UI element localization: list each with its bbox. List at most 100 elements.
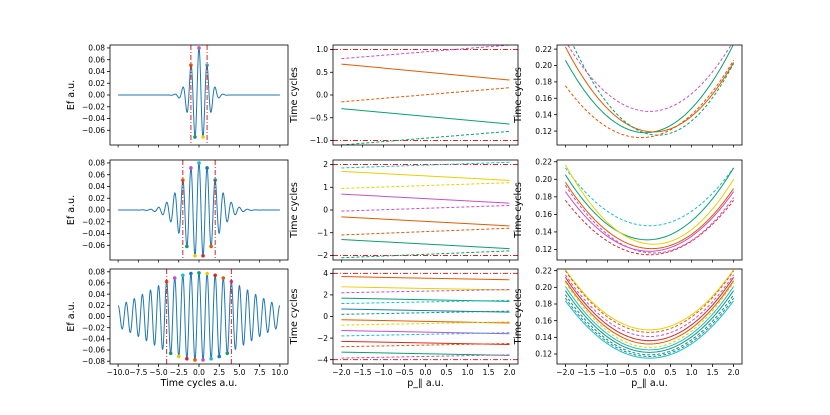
series-yellow	[564, 164, 735, 245]
ytick-label: 0.18	[535, 193, 552, 202]
ytick-label: −0.02	[82, 217, 105, 226]
xtick-label: −1.5	[577, 368, 595, 377]
x-axis-label: p_∥ a.u.	[407, 378, 443, 389]
xtick-label: 0.5	[441, 368, 453, 377]
y-axis-label: Time cycles	[289, 182, 300, 239]
series-cyan-dashed	[565, 167, 734, 227]
xtick-label: 0.5	[665, 368, 677, 377]
series-yellow-dashed	[341, 182, 510, 189]
ytick-label: 0	[323, 206, 328, 215]
ytick-label: 0.14	[535, 333, 552, 342]
ytick-label: −0.02	[82, 323, 105, 332]
series-c3	[564, 274, 735, 338]
series-s1	[341, 276, 510, 281]
ytick-label: 0.06	[88, 279, 105, 288]
ytick-label: 0.04	[88, 290, 105, 299]
series-c9	[565, 294, 734, 356]
series-c8	[564, 290, 735, 353]
series-s2	[341, 286, 510, 291]
xtick-label: 1.5	[483, 368, 495, 377]
xtick-label: 2.0	[728, 368, 740, 377]
series-cyan-dashed	[341, 161, 510, 169]
axes-frame	[332, 159, 519, 261]
field-line	[118, 46, 280, 139]
series-s7	[341, 310, 510, 315]
ytick-label: −0.04	[82, 114, 105, 123]
ytick-label: 0.22	[535, 266, 552, 275]
extremum-marker	[189, 166, 193, 170]
panel-r0c0: 0.08 0.06 0.04 0.02 0.00 −0.02 −0.04 −0.06 Ef a.…	[66, 44, 289, 148]
panel-r2c0: 0.08 0.06 0.04 0.02 0.00 −0.02 −0.04 −0.06 −0.08…	[66, 267, 288, 389]
ytick-label: 0.22	[535, 157, 552, 166]
series-orange-dashed	[341, 227, 510, 236]
ytick-label: −0.04	[82, 229, 105, 238]
series-magenta-dashed	[567, 45, 732, 112]
plot-area-r0c2	[564, 45, 735, 139]
xtick-label: −10.0	[107, 368, 130, 377]
ytick-label: 0.14	[535, 110, 552, 119]
xtick-label: −2.0	[332, 368, 350, 377]
axes-frame	[332, 268, 519, 365]
series-c5	[564, 280, 735, 345]
extremum-marker	[197, 271, 201, 275]
series-magenta-dashed	[341, 204, 510, 212]
xtick-label: −0.5	[619, 368, 637, 377]
series-green	[341, 239, 510, 250]
panel-r2c1: 4 2 0 −2 −4 −2.0 −1.5 −1.0 −0.5 0.0 0.5 1.0 1.5 2.0 Ti…	[289, 268, 519, 389]
xtick-label: −1.0	[374, 368, 392, 377]
plot-area-r1c2	[564, 164, 735, 256]
panel-r1c1: 2 1 0 −1 −2 Time cycles	[289, 159, 519, 263]
extremum-marker	[168, 351, 173, 356]
ytick-label: 0.02	[88, 301, 105, 310]
series-c11	[565, 300, 734, 359]
series-s3	[341, 289, 510, 294]
extremum-marker	[217, 354, 222, 359]
series-orange	[341, 216, 510, 227]
ytick-label: −2	[317, 334, 328, 343]
xtick-label: 1.5	[707, 368, 719, 377]
series-s11	[341, 332, 510, 337]
ytick-label: 0.12	[535, 350, 552, 359]
y-axis-label: Time cycles	[289, 67, 300, 124]
y-axis-label: Time cycles	[513, 67, 524, 124]
ytick-label: 0.00	[88, 91, 105, 100]
ytick-label: 0.08	[88, 44, 105, 53]
ytick-label: 4	[323, 269, 328, 278]
y-axis-label: Ef a.u.	[66, 301, 77, 331]
series-green-dashed	[572, 45, 735, 136]
series-green-dashed	[341, 130, 510, 145]
ytick-label: 0.16	[535, 94, 552, 103]
ytick-label: −0.5	[310, 113, 328, 122]
extremum-marker	[181, 273, 185, 278]
ytick-label: 0.16	[535, 316, 552, 325]
series-green-dashed	[341, 250, 510, 259]
xtick-label: 0.0	[644, 368, 656, 377]
series-orange	[564, 181, 735, 250]
series-s15	[341, 354, 510, 359]
panel-r0c2: 0.22 0.20 0.18 0.16 0.14 0.12 Time cycles	[513, 44, 743, 148]
ytick-label: 0.06	[88, 170, 105, 179]
plot-area-r0c0	[118, 45, 280, 145]
ytick-label: −1.0	[310, 136, 328, 145]
ytick-label: 0.08	[88, 159, 105, 168]
series-s14	[341, 351, 510, 356]
series-orange	[341, 63, 510, 81]
plot-area-r2c2	[564, 269, 735, 359]
ytick-label: 0	[323, 312, 328, 321]
ytick-label: 0.16	[535, 210, 552, 219]
xtick-label: 2.0	[504, 368, 516, 377]
plot-area-r1c1	[333, 161, 518, 259]
series-c1	[565, 269, 734, 331]
panel-r1c2: 0.22 0.20 0.18 0.16 0.14 0.12 Time cycles	[513, 157, 743, 263]
axes-frame	[556, 159, 743, 261]
series-orange	[564, 46, 735, 133]
ytick-label: −0.02	[82, 102, 105, 111]
extremum-marker	[193, 135, 197, 139]
series-c10	[565, 297, 734, 358]
ytick-label: 0.02	[88, 79, 105, 88]
series-s9	[341, 321, 510, 326]
ytick-label: −1	[317, 228, 328, 237]
ytick-label: 0.08	[88, 267, 105, 276]
extremum-marker	[201, 358, 205, 362]
x-axis-label: p_∥ a.u.	[631, 378, 667, 389]
